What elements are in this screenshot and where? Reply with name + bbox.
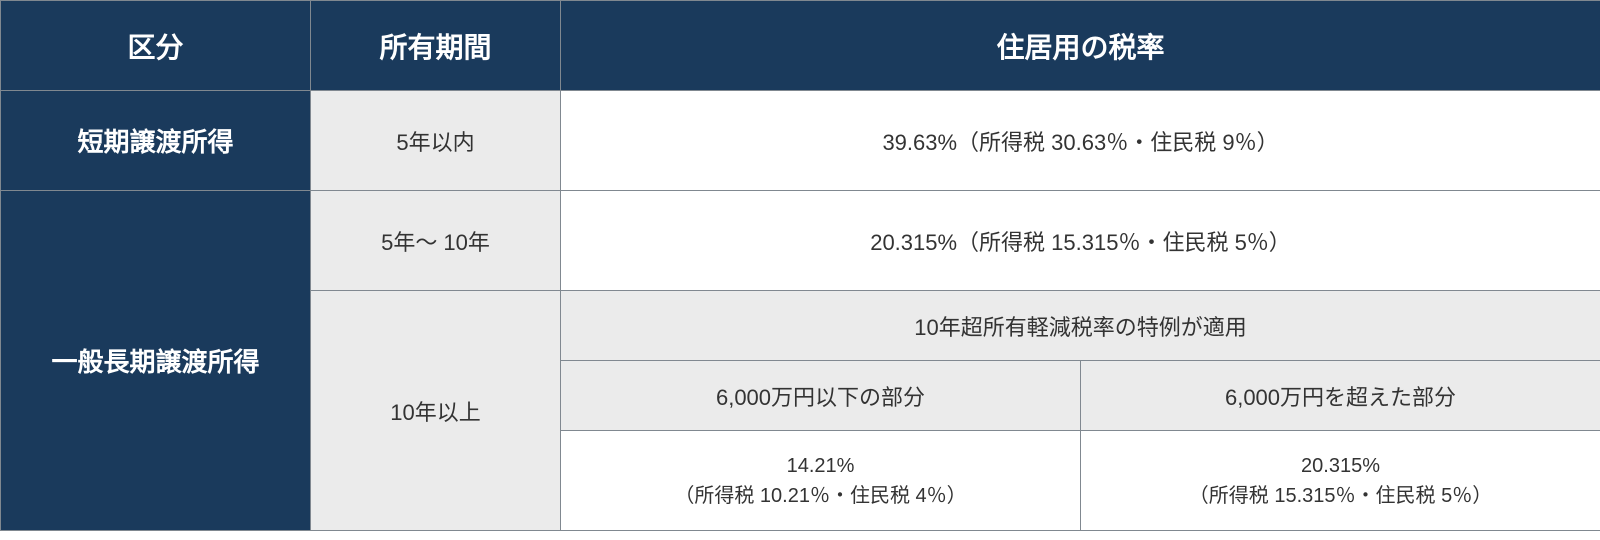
under-6000-label: 6,000万円以下の部分 — [561, 361, 1081, 431]
short-term-row: 短期譲渡所得 5年以内 39.63%（所得税 30.63％・住民税 9％） — [1, 91, 1600, 191]
over-6000-label: 6,000万円を超えた部分 — [1081, 361, 1600, 431]
under-6000-rate-detail: （所得税 10.21％・住民税 4％） — [674, 485, 966, 507]
long-term-5-10-row: 一般長期譲渡所得 5年～ 10年 20.315%（所得税 15.315％・住民税… — [1, 191, 1600, 291]
under-6000-rate: 14.21% （所得税 10.21％・住民税 4％） — [561, 431, 1081, 531]
under-6000-rate-main: 14.21% — [787, 455, 855, 477]
over10-special-title: 10年超所有軽減税率の特例が適用 — [561, 291, 1600, 361]
short-term-rate: 39.63%（所得税 30.63％・住民税 9％） — [561, 91, 1600, 191]
tax-rate-table: 区分 所有期間 住居用の税率 短期譲渡所得 5年以内 39.63%（所得税 30… — [0, 0, 1600, 531]
header-period: 所有期間 — [311, 1, 561, 91]
header-category: 区分 — [1, 1, 311, 91]
short-term-period: 5年以内 — [311, 91, 561, 191]
long-term-period-5-10: 5年～ 10年 — [311, 191, 561, 291]
long-term-rate-5-10: 20.315%（所得税 15.315％・住民税 5％） — [561, 191, 1600, 291]
over-6000-rate-detail: （所得税 15.315％・住民税 5％） — [1189, 485, 1492, 507]
header-rate: 住居用の税率 — [561, 1, 1600, 91]
long-term-period-10plus: 10年以上 — [311, 291, 561, 531]
header-row: 区分 所有期間 住居用の税率 — [1, 1, 1600, 91]
short-term-category: 短期譲渡所得 — [1, 91, 311, 191]
over-6000-rate-main: 20.315% — [1301, 455, 1380, 477]
long-term-category: 一般長期譲渡所得 — [1, 191, 311, 531]
over-6000-rate: 20.315% （所得税 15.315％・住民税 5％） — [1081, 431, 1600, 531]
